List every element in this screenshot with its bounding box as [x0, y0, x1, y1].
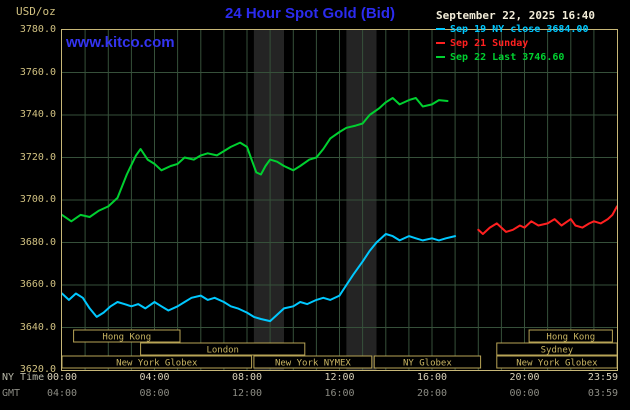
session-label: New York Globex — [116, 359, 198, 369]
chart-datetime: September 22, 2025 16:40 — [436, 9, 595, 22]
chart-title: 24 Hour Spot Gold (Bid) — [225, 5, 395, 22]
session-box — [62, 355, 253, 369]
session-label: Sydney — [541, 346, 574, 356]
session-box — [73, 329, 181, 343]
session-box — [253, 355, 373, 369]
session-label: Hong Kong — [546, 333, 595, 343]
x-axis-tick-label: 12:00 — [231, 388, 263, 399]
y-axis-tick-label: 3760.0 — [19, 66, 56, 78]
legend-label: Sep 22 Last 3746.60 — [450, 52, 565, 63]
x-axis-tick-label: 20:00 — [509, 372, 540, 383]
session-box — [140, 342, 306, 356]
session-label: New York Globex — [516, 359, 598, 369]
y-axis-tick-label: 3660.0 — [19, 279, 56, 290]
session-label: NY Globex — [403, 359, 452, 369]
x-axis-ny-time-ticks: 00:00 04:00 08:00 12:00 16:00 20:00 23:59 — [0, 372, 630, 385]
x-axis-label-gmt: GMT — [2, 388, 21, 399]
chart-canvas: Hong Kong Hong Kong London Sydney New York G… — [62, 30, 617, 370]
x-axis-tick-label: 16:00 — [416, 372, 448, 383]
series-line — [62, 233, 457, 323]
x-axis-tick-label: 12:00 — [324, 372, 355, 383]
y-axis-tick-label: 3720.0 — [19, 151, 56, 163]
plot-area: Hong Kong Hong Kong London Sydney New York G… — [61, 29, 618, 371]
x-axis-tick-label: 20:00 — [416, 388, 448, 399]
session-box — [496, 355, 617, 369]
x-axis-tick-label: 04:00 — [139, 372, 170, 383]
x-axis-tick-label: 16:00 — [324, 388, 355, 399]
series-line — [477, 205, 617, 235]
legend-label: Sep 21 Sunday — [450, 38, 529, 49]
x-axis-tick-label: 08:00 — [231, 372, 263, 383]
legend-dash-icon — [436, 28, 445, 30]
y-axis-tick-label: 3680.0 — [19, 236, 56, 248]
legend-dash-icon — [436, 56, 445, 58]
y-axis-unit-label: USD/oz — [16, 5, 56, 18]
session-box — [528, 329, 613, 343]
x-axis-gmt-ticks: 04:00 08:00 12:00 16:00 20:00 00:00 03:59 — [0, 388, 630, 401]
y-axis-tick-label: 3780.0 — [19, 24, 56, 35]
session-label: New York NYMEX — [275, 359, 351, 369]
y-axis-tick-label: 3700.0 — [19, 194, 56, 205]
chart-legend: Sep 19 NY close 3684.00 Sep 21 Sunday Sep … — [436, 24, 588, 66]
session-box — [373, 355, 482, 369]
legend-entry: Sep 22 Last 3746.60 — [436, 52, 588, 66]
legend-dash-icon — [436, 42, 445, 44]
x-axis-tick-label: 04:00 — [46, 388, 78, 399]
x-axis-tick-label: 23:59 — [587, 372, 619, 383]
legend-entry: Sep 21 Sunday — [436, 38, 588, 52]
y-axis-tick-label: 3620.0 — [19, 364, 56, 375]
session-label: Hong Kong — [102, 333, 151, 343]
legend-label: Sep 19 NY close 3684.00 — [450, 24, 589, 35]
legend-entry: Sep 19 NY close 3684.00 — [436, 24, 588, 38]
x-axis-tick-label: 00:00 — [46, 372, 78, 383]
series-line — [62, 97, 449, 223]
y-axis-tick-label: 3640.0 — [19, 321, 56, 333]
y-axis-tick-label: 3740.0 — [19, 109, 56, 120]
x-axis-tick-label: 00:00 — [509, 388, 540, 399]
kitco-watermark-link[interactable]: www.kitco.com — [66, 34, 175, 51]
session-box — [496, 342, 617, 356]
x-axis-tick-label: 08:00 — [139, 388, 170, 399]
session-label: London — [206, 346, 239, 356]
x-axis-label-ny-time: NY Time — [2, 372, 45, 383]
x-axis-tick-label: 03:59 — [587, 388, 619, 399]
